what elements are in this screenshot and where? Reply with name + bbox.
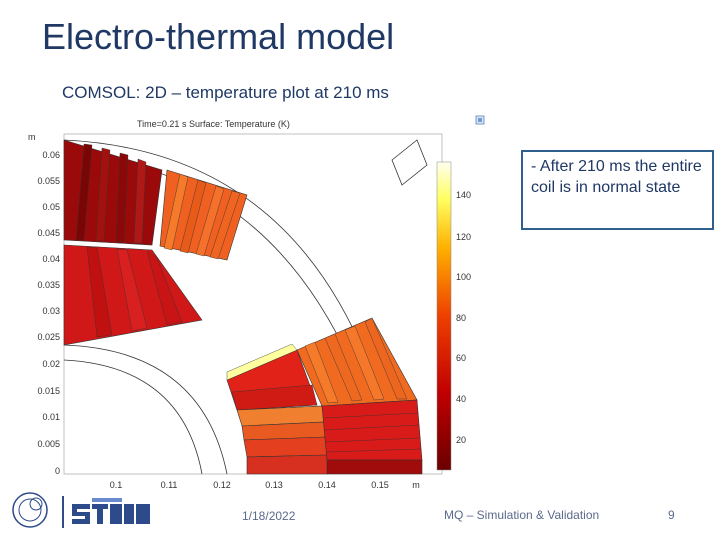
colorbar-tick: 80 [456,313,466,323]
cern-logo-icon [10,490,50,530]
plot-header: Time=0.21 s Surface: Temperature (K) [137,119,290,129]
colorbar-gradient [436,161,452,471]
y-tick-label: 0.005 [37,439,60,449]
x-tick-label: 0.12 [213,480,231,490]
coil-block-upper-left [63,139,163,246]
colorbar-tick: 100 [456,272,471,282]
footer-date: 1/18/2022 [242,509,296,523]
coil-block-mid-left [63,244,203,346]
y-tick-label: 0.025 [37,332,60,342]
y-tick-label: 0.03 [42,306,60,316]
y-axis-unit: m [28,132,36,142]
x-tick-label: 0.1 [110,480,123,490]
x-tick-label: 0.13 [265,480,283,490]
comsol-icon [475,112,485,125]
colorbar-tick: 120 [456,232,471,242]
y-tick-label: 0.06 [42,150,60,160]
colorbar-tick: 40 [456,394,466,404]
x-tick-label: 0.15 [371,480,389,490]
coil-block-bottom-right [321,399,423,475]
footer-center: MQ – Simulation & Validation [444,508,600,522]
note-box: - After 210 ms the entire coil is in nor… [521,150,714,230]
x-axis-unit: m [412,480,420,490]
footer-page-number: 9 [668,508,675,522]
colorbar-tick: 20 [456,435,466,445]
slide-subtitle: COMSOL: 2D – temperature plot at 210 ms [62,83,389,102]
coil-block-upper-mid [159,169,248,261]
temperature-plot-svg: Time=0.21 s Surface: Temperature (K) m 0… [28,119,471,490]
steam-logo-icon [62,494,154,530]
y-tick-label: 0.015 [37,386,60,396]
colorbar-tick: 60 [456,353,466,363]
y-tick-label: 0.055 [37,176,60,186]
y-tick-label: 0.035 [37,280,60,290]
y-tick-label: 0.04 [42,254,60,264]
coil-block-lower-right [296,317,418,407]
slide-title: Electro-thermal model [42,16,395,57]
x-tick-label: 0.11 [161,480,178,490]
colorbar-tick: 140 [456,190,471,200]
coil-block-lower-mid [226,343,329,475]
x-tick-labels: 0.1 0.11 0.12 0.13 0.14 0.15 m [110,480,420,490]
temperature-plot: Time=0.21 s Surface: Temperature (K) m 0… [22,110,492,500]
y-tick-label: 0.02 [42,359,60,369]
y-tick-label: 0.01 [42,412,60,422]
y-tick-label: 0 [55,466,60,476]
y-tick-label: 0.045 [37,228,60,238]
x-tick-label: 0.14 [318,480,336,490]
y-tick-labels: 0.06 0.055 0.05 0.045 0.04 0.035 0.03 0.… [37,150,60,476]
colorbar: 140 120 100 80 60 40 20 [436,161,471,471]
y-tick-label: 0.05 [42,202,60,212]
